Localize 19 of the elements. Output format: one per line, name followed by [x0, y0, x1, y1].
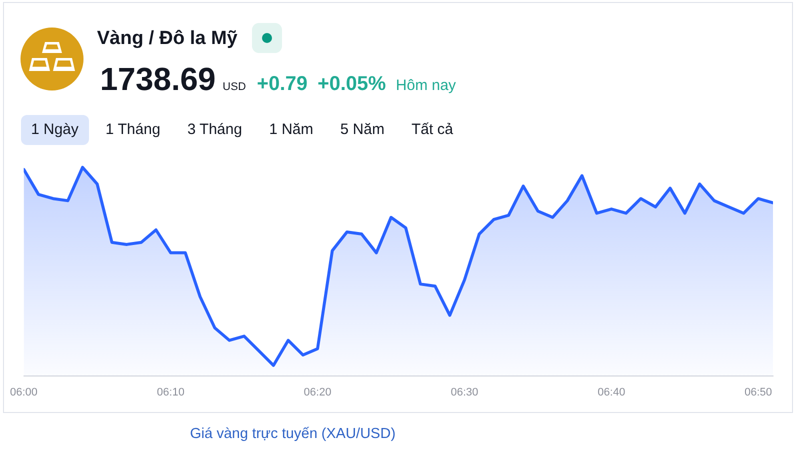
x-tick-label: 06:40 [598, 386, 626, 398]
x-tick-label: 06:20 [304, 386, 332, 398]
text: 1 Tháng [96, 115, 170, 145]
text: 5 Năm [330, 115, 394, 145]
x-tick-label: 06:10 [156, 386, 184, 398]
x-tick-label: 06:30 [450, 386, 478, 398]
text: 1 Năm [259, 115, 324, 145]
x-tick-label: 06:00 [10, 386, 38, 398]
text: +0.79 [256, 73, 308, 95]
selected-tab: 1 Ngày [21, 115, 89, 145]
chart-title: Vàng / Đô la Mỹ [97, 28, 238, 49]
text: Hôm nay [396, 77, 456, 94]
text: Tất cả [401, 115, 464, 145]
x-tick-label: 06:50 [744, 386, 772, 398]
text: 3 Tháng [177, 115, 252, 145]
text: 1738.69 [100, 61, 216, 97]
text: +0.05% [318, 73, 386, 95]
text: USD [222, 81, 246, 93]
text: Giá vàng trực tuyến (XAU/USD) [190, 426, 396, 442]
